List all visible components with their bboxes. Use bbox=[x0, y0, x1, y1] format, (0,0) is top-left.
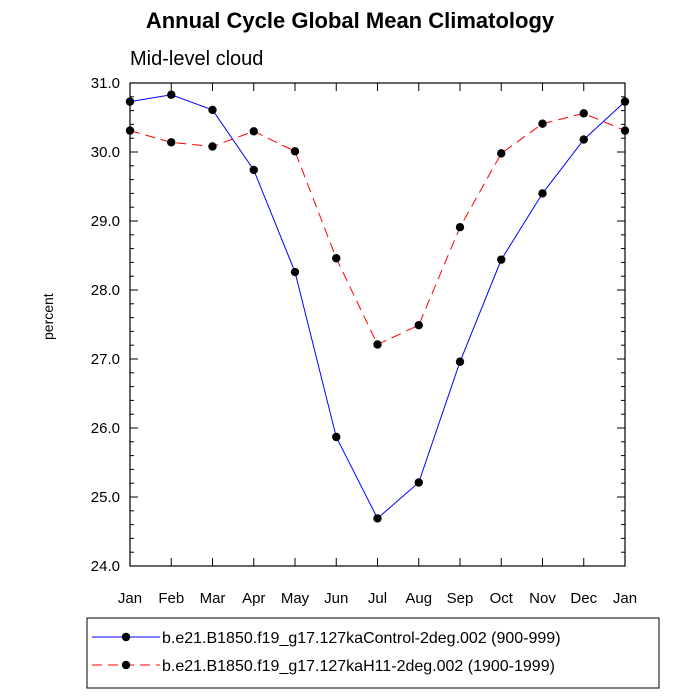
series-1-point bbox=[414, 478, 423, 487]
x-tick-label: Feb bbox=[158, 590, 184, 607]
y-tick-label: 27.0 bbox=[91, 351, 120, 368]
x-tick-label: Aug bbox=[405, 590, 432, 607]
series-1-point bbox=[620, 97, 630, 106]
x-tick-label: Apr bbox=[242, 590, 265, 607]
series-2-point bbox=[579, 109, 588, 118]
series-2-point bbox=[332, 254, 341, 263]
series-1-point bbox=[208, 105, 217, 115]
legend-marker-1 bbox=[121, 632, 131, 642]
x-tick-label: Nov bbox=[529, 590, 556, 607]
legend-box bbox=[86, 617, 660, 689]
x-tick-label: Mar bbox=[200, 590, 226, 607]
x-tick-label: Sep bbox=[447, 590, 474, 607]
legend-label-1: b.e21.B1850.f19_g17.127kaControl-2deg.00… bbox=[162, 630, 561, 647]
series-1-point bbox=[455, 357, 465, 366]
series-2-point bbox=[538, 119, 547, 128]
x-tick-label: Jul bbox=[368, 590, 387, 607]
series-1-point bbox=[332, 432, 341, 442]
x-tick-label: Jan bbox=[613, 590, 637, 607]
series-1-point bbox=[497, 255, 506, 264]
y-tick-label: 25.0 bbox=[91, 489, 120, 506]
series-2-point bbox=[249, 127, 258, 136]
y-tick-label: 30.0 bbox=[91, 144, 120, 161]
series-2-point bbox=[208, 142, 217, 151]
y-tick-label: 28.0 bbox=[91, 282, 120, 299]
series-2-point bbox=[620, 126, 630, 135]
series-2-point bbox=[414, 320, 423, 330]
y-tick-label: 29.0 bbox=[91, 213, 120, 230]
legend: b.e21.B1850.f19_g17.127kaControl-2deg.00… bbox=[86, 617, 660, 689]
series-line-1 bbox=[129, 94, 626, 520]
series-2-point bbox=[290, 147, 300, 156]
legend-marker-2 bbox=[121, 660, 131, 670]
x-tick-label: Jun bbox=[324, 590, 348, 607]
series-2-point bbox=[373, 340, 382, 349]
series-1-point bbox=[290, 267, 300, 277]
y-tick-label: 31.0 bbox=[91, 75, 120, 92]
series-2-point bbox=[167, 138, 176, 147]
y-tick-label: 24.0 bbox=[91, 558, 120, 575]
y-tick-label: 26.0 bbox=[91, 420, 120, 437]
plot-frame bbox=[129, 82, 626, 567]
series-1-point bbox=[125, 97, 135, 106]
series-line-2 bbox=[129, 112, 626, 346]
chart-title: Annual Cycle Global Mean Climatology bbox=[145, 8, 555, 33]
chart-subtitle: Mid-level cloud bbox=[130, 48, 264, 70]
x-tick-label: Oct bbox=[490, 590, 514, 607]
axes: 24.0 25.0 26.0 27.0 28.0 29.0 30.0 31.0 Jan Feb Ma… bbox=[91, 75, 637, 607]
series-2-point bbox=[125, 126, 135, 135]
series-1-point bbox=[579, 135, 588, 144]
series-layer bbox=[125, 90, 630, 523]
series-1-point bbox=[538, 189, 547, 198]
series-2-point bbox=[455, 223, 465, 232]
series-1-point bbox=[373, 514, 382, 523]
series-1-point bbox=[249, 165, 258, 175]
series-2-point bbox=[497, 149, 506, 158]
x-tick-label: May bbox=[281, 590, 310, 607]
x-tick-label: Jan bbox=[118, 590, 142, 607]
series-1-point bbox=[167, 90, 176, 99]
x-tick-label: Dec bbox=[570, 590, 597, 607]
legend-label-2: b.e21.B1850.f19_g17.127kaH11-2deg.002 (1… bbox=[162, 658, 555, 675]
